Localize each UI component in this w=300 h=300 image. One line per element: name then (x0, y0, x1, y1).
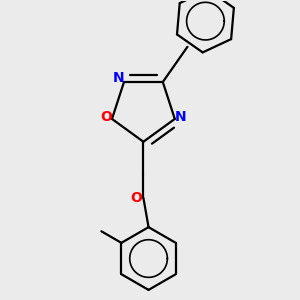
Text: N: N (175, 110, 187, 124)
Text: N: N (113, 71, 125, 85)
Text: O: O (100, 110, 112, 124)
Text: O: O (130, 191, 142, 205)
